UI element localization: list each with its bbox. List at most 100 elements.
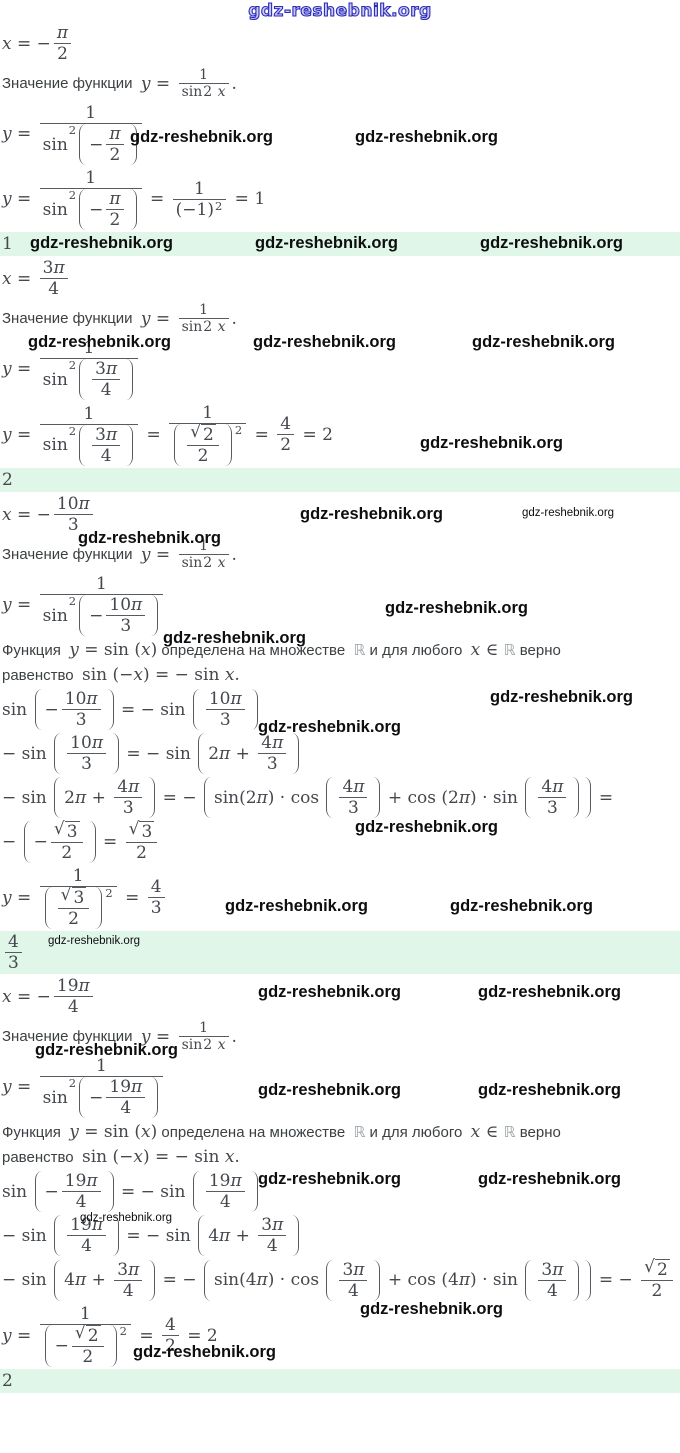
watermark: gdz-reshebnik.org <box>35 1041 179 1059</box>
fraction-numerator: 4 <box>5 932 22 952</box>
math-text: sin <box>2 1181 33 1202</box>
fraction: 1− √ 2 2 2 <box>39 1304 131 1367</box>
right-paren <box>225 424 232 466</box>
math-text: = <box>11 595 37 615</box>
radicand: 3 <box>71 887 87 908</box>
math-text: 1 <box>2 234 13 254</box>
math-text: 2 <box>197 446 209 466</box>
math-variable: π <box>219 743 231 764</box>
math-variable: x <box>2 33 12 54</box>
math-text: 3 <box>75 710 87 730</box>
math-text: 3 <box>95 424 106 445</box>
paren-content: 10 π 3 <box>201 689 250 730</box>
fraction: 1 sin 2 3 π 4 <box>39 338 139 400</box>
right-paren <box>572 777 580 818</box>
math-text: 3 <box>67 515 79 535</box>
math-text: 2 <box>651 1281 663 1301</box>
math-variable: x <box>213 555 226 571</box>
math-text: sin <box>42 134 68 155</box>
watermark: gdz-reshebnik.org <box>80 1212 173 1224</box>
text: Значение функции <box>2 310 141 327</box>
radicand: 3 <box>139 821 155 842</box>
math-text: 19 <box>56 976 79 996</box>
math-variable: x <box>141 1122 151 1142</box>
math-text: 3 <box>219 710 231 730</box>
parenthesized-group: − π 2 <box>79 124 137 165</box>
math-text: = − sin <box>121 1225 197 1246</box>
fraction: 10 π 3 <box>106 595 146 636</box>
paren-content: − π 2 <box>87 124 128 165</box>
text: Значение функции <box>2 1028 141 1045</box>
watermark: gdz-reshebnik.org <box>255 234 399 252</box>
math-text: 2 <box>656 1260 668 1280</box>
math-text: 2 <box>82 1347 94 1367</box>
math-text: 10 <box>64 689 87 709</box>
watermark: gdz-reshebnik.org <box>163 629 307 647</box>
left-paren <box>326 1259 333 1301</box>
math-variable: x <box>470 1122 481 1142</box>
function-def-3: Значение функции y = 1 sin 2 x. <box>0 537 680 572</box>
math-text: 2 <box>136 843 147 863</box>
math-variable: π <box>105 424 118 445</box>
left-paren <box>54 1259 61 1301</box>
fraction-denominator: 3 <box>339 797 368 818</box>
math-text: 1 <box>83 403 95 424</box>
math-variable: y <box>2 887 12 908</box>
left-paren <box>79 1077 86 1118</box>
paren-content: − π 2 <box>87 189 128 230</box>
math-text: 1 <box>194 178 205 199</box>
math-text: 19 <box>109 1077 132 1097</box>
math-text: ) <box>150 640 158 660</box>
evaluation-1: y = 1 sin 2− π 2 = 1 (−1) 2 = 1 <box>0 167 680 231</box>
text: Функция <box>2 641 70 659</box>
fraction-denominator: 3 <box>5 952 22 973</box>
text: определена на множестве <box>157 1123 354 1141</box>
fraction-denominator: sin 2− π 2 <box>39 188 142 230</box>
left-paren <box>79 595 86 636</box>
site-watermark-header: gdz-reshebnik.org <box>248 0 432 21</box>
math-variable: π <box>552 777 564 797</box>
math-text: 3 <box>342 1259 354 1280</box>
answer-row-2: 2 <box>0 468 680 492</box>
fraction-numerator: 1 <box>179 67 229 83</box>
paren-content: √ 3 2 <box>53 886 95 929</box>
fraction-denominator: 3 <box>538 797 567 818</box>
left-paren <box>326 777 333 818</box>
fraction-denominator: 4 <box>92 379 121 400</box>
math-text: sin <box>42 369 68 390</box>
math-text: 3 <box>150 898 162 918</box>
math-variable: y <box>140 73 151 94</box>
math-text: = <box>150 1026 176 1047</box>
fraction-denominator: 2 <box>641 1280 673 1301</box>
math-text: sin (− <box>81 665 134 685</box>
math-text: 1 <box>96 1056 107 1076</box>
math-text: − <box>89 605 104 626</box>
paren-content: 10 π 3 <box>62 733 111 774</box>
fraction-denominator: sin 2 x <box>178 318 229 335</box>
math-text: 4 <box>8 932 19 952</box>
fraction-denominator: 2 <box>106 209 124 230</box>
math-text: + cos (2 <box>382 787 459 808</box>
math-variable: π <box>131 595 143 615</box>
math-text: ) · sin <box>470 787 524 808</box>
watermark: gdz-reshebnik.org <box>360 1300 504 1318</box>
exponent: 2 <box>68 358 77 372</box>
fraction-numerator: 1 <box>40 103 142 123</box>
math-variable: π <box>552 1259 564 1280</box>
parenthesized-group: 10 π 3 <box>54 733 119 774</box>
math-variable: π <box>219 1225 231 1246</box>
answer-row-4: 2 <box>0 1369 680 1393</box>
watermark: gdz-reshebnik.org <box>78 529 222 547</box>
math-text: = <box>150 544 176 565</box>
parenthesized-group: √ 2 2 <box>174 423 232 466</box>
fraction-denominator: 4 <box>67 1235 106 1256</box>
math-text: 3 <box>348 798 359 818</box>
